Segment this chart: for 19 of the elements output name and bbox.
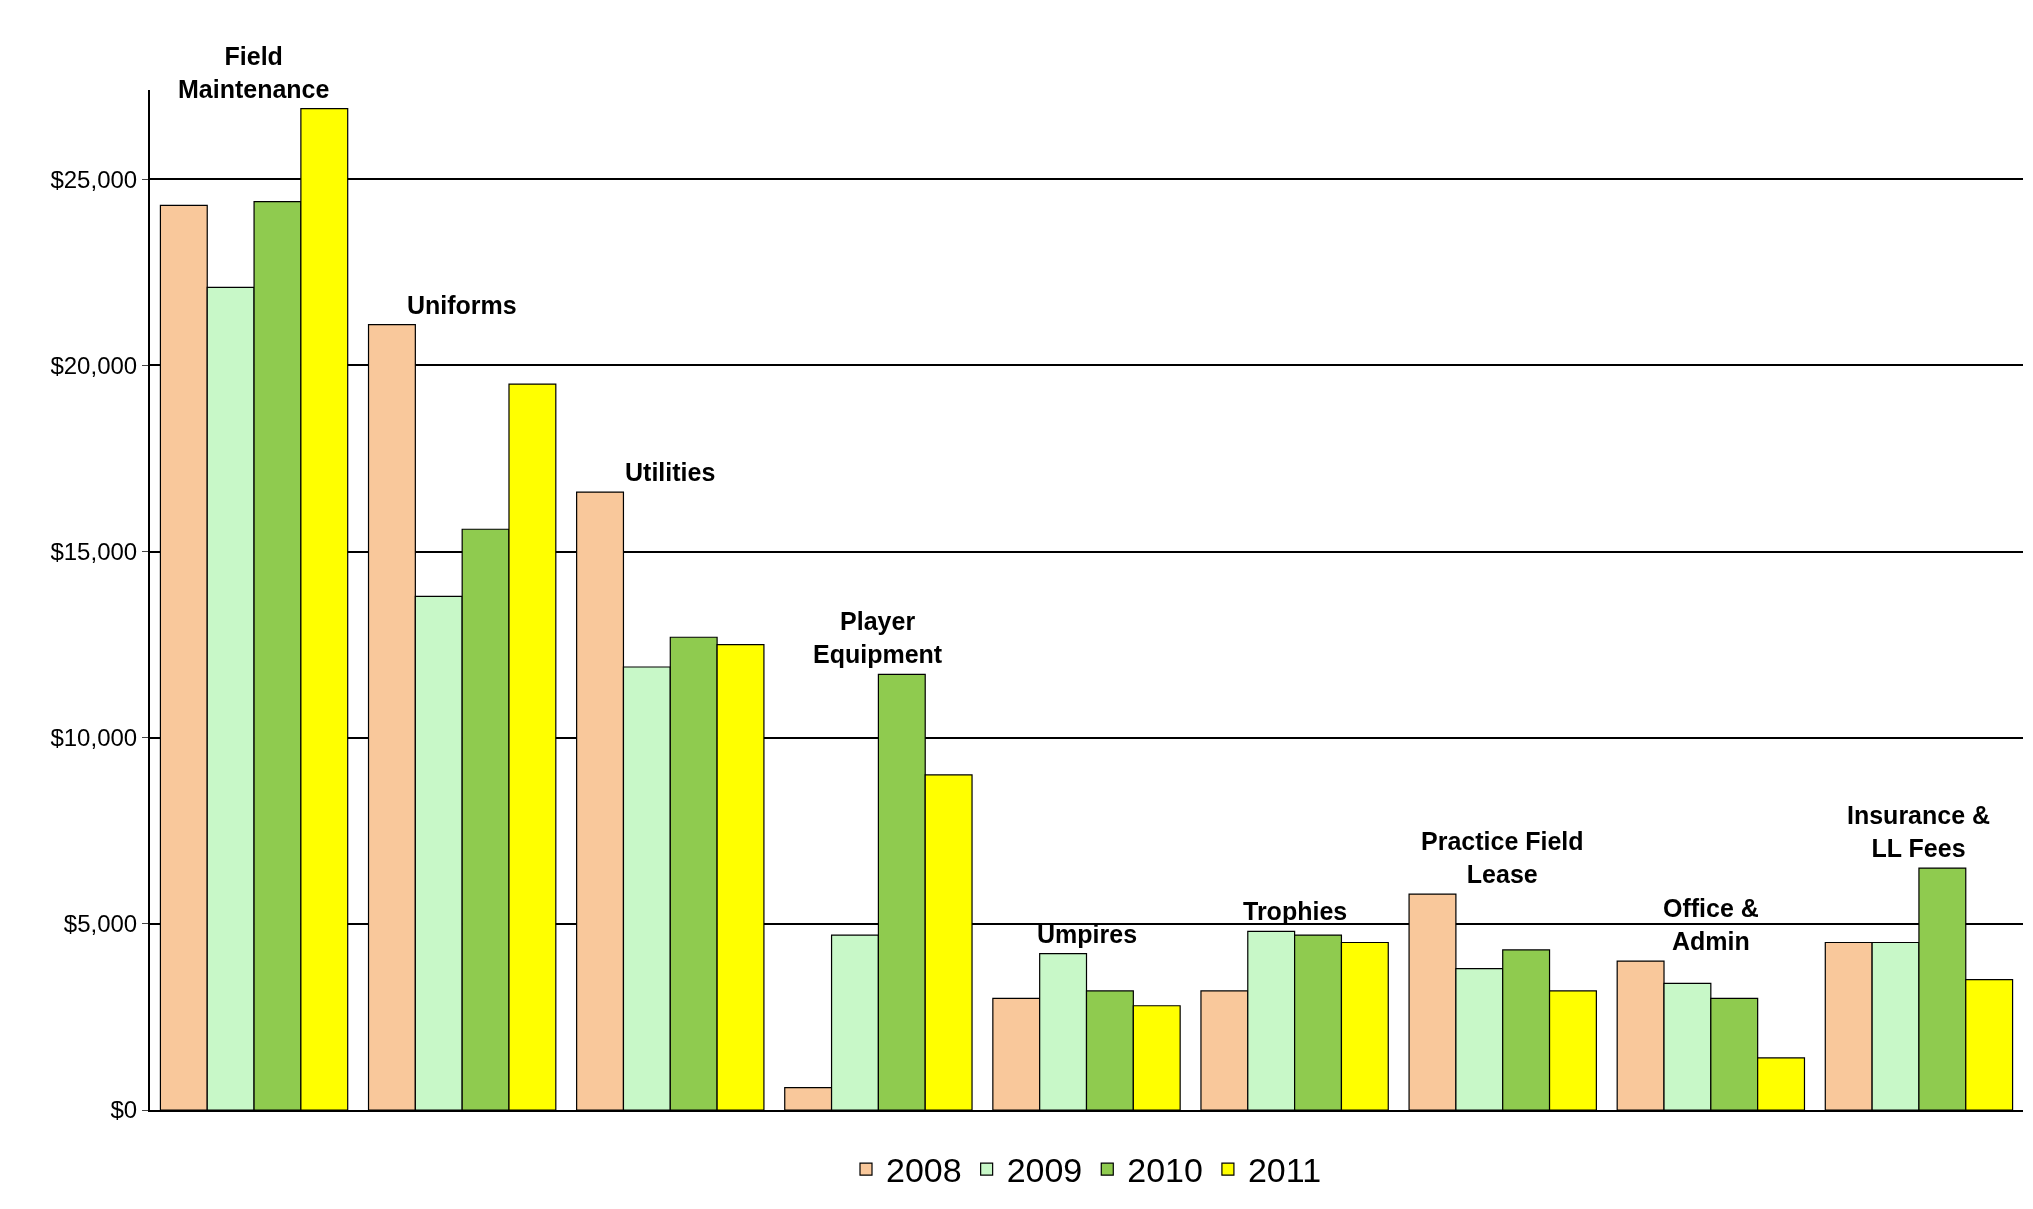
- y-tick-label: $25,000: [50, 165, 138, 193]
- x-tick-label: Field Maintenance: [178, 42, 330, 103]
- legend-label: 2010: [1127, 1151, 1203, 1190]
- x-tick-label: Office & Admin: [1663, 894, 1759, 955]
- y-tick-label: $15,000: [50, 538, 138, 566]
- x-tick-label: Insurance & LL Fees: [1847, 801, 1991, 862]
- x-tick-label: Practice Field Lease: [1421, 827, 1584, 888]
- x-tick-label: Uniforms: [407, 291, 517, 319]
- y-tick-label: $20,000: [50, 351, 138, 379]
- legend-label: 2009: [1006, 1151, 1083, 1190]
- x-tick-label: Trophies: [1243, 897, 1348, 925]
- x-tick-label: Umpires: [1037, 920, 1138, 948]
- y-tick-label: $0: [110, 1096, 138, 1124]
- legend-label: 2011: [1247, 1151, 1322, 1190]
- legend-label: 2008: [886, 1151, 962, 1190]
- y-tick-label: $10,000: [50, 724, 138, 752]
- y-tick-label: $5,000: [63, 910, 138, 938]
- x-tick-label: Player Equipment: [813, 607, 943, 668]
- x-tick-label: Utilities: [625, 458, 716, 486]
